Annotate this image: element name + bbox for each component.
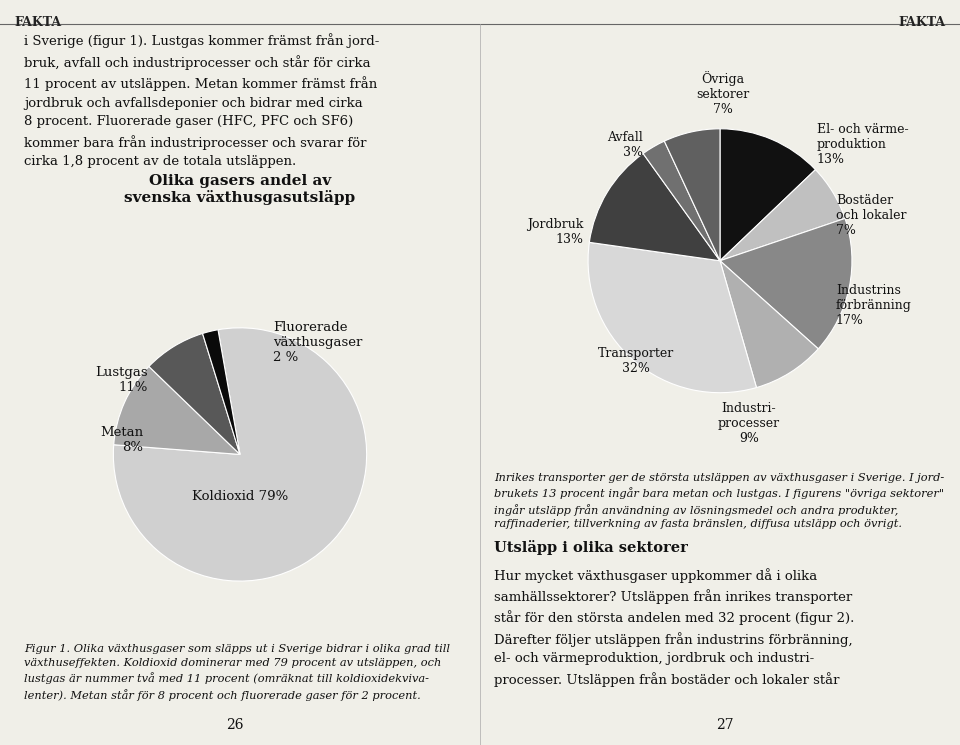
Text: i Sverige (figur 1). Lustgas kommer främst från jord-
bruk, avfall och industrip: i Sverige (figur 1). Lustgas kommer främ… bbox=[24, 34, 379, 168]
Wedge shape bbox=[720, 129, 815, 261]
Text: Transporter
32%: Transporter 32% bbox=[598, 346, 675, 375]
Wedge shape bbox=[589, 153, 720, 261]
Wedge shape bbox=[203, 330, 240, 454]
Wedge shape bbox=[720, 261, 818, 387]
Text: Övriga
sektorer
7%: Övriga sektorer 7% bbox=[697, 71, 750, 116]
Text: Metan
8%: Metan 8% bbox=[100, 425, 143, 454]
Wedge shape bbox=[720, 218, 852, 349]
Text: Figur 1. Olika växthusgaser som släpps ut i Sverige bidrar i olika grad till
väx: Figur 1. Olika växthusgaser som släpps u… bbox=[24, 644, 450, 700]
Text: Bostäder
och lokaler
7%: Bostäder och lokaler 7% bbox=[836, 194, 906, 237]
Wedge shape bbox=[720, 170, 845, 261]
Title: Olika gasers andel av
svenska växthusgasutsläpp: Olika gasers andel av svenska växthusgas… bbox=[125, 174, 355, 205]
Text: Inrikes transporter ger de största utsläppen av växthusgaser i Sverige. I jord-
: Inrikes transporter ger de största utslä… bbox=[494, 473, 945, 529]
Text: Koldioxid 79%: Koldioxid 79% bbox=[192, 489, 288, 503]
Text: Lustgas
11%: Lustgas 11% bbox=[95, 366, 148, 394]
Text: Utsläpp i olika sektorer: Utsläpp i olika sektorer bbox=[494, 540, 688, 555]
Wedge shape bbox=[588, 242, 756, 393]
Wedge shape bbox=[664, 129, 720, 261]
Text: Fluorerade
växthusgaser
2 %: Fluorerade växthusgaser 2 % bbox=[273, 321, 362, 364]
Text: Hur mycket växthusgaser uppkommer då i olika
samhällssektorer? Utsläppen från in: Hur mycket växthusgaser uppkommer då i o… bbox=[494, 568, 854, 687]
Text: 26: 26 bbox=[227, 717, 244, 732]
Text: Avfall
3%: Avfall 3% bbox=[607, 131, 643, 159]
Wedge shape bbox=[113, 328, 367, 581]
Wedge shape bbox=[149, 334, 240, 454]
Text: Industri-
processer
9%: Industri- processer 9% bbox=[718, 402, 780, 446]
Wedge shape bbox=[643, 141, 720, 261]
Text: FAKTA: FAKTA bbox=[14, 16, 61, 29]
Text: El- och värme-
produktion
13%: El- och värme- produktion 13% bbox=[817, 124, 908, 166]
Text: 27: 27 bbox=[716, 717, 733, 732]
Text: Industrins
förbränning
17%: Industrins förbränning 17% bbox=[836, 285, 912, 327]
Wedge shape bbox=[113, 367, 240, 454]
Text: Jordbruk
13%: Jordbruk 13% bbox=[527, 218, 584, 246]
Text: FAKTA: FAKTA bbox=[899, 16, 946, 29]
